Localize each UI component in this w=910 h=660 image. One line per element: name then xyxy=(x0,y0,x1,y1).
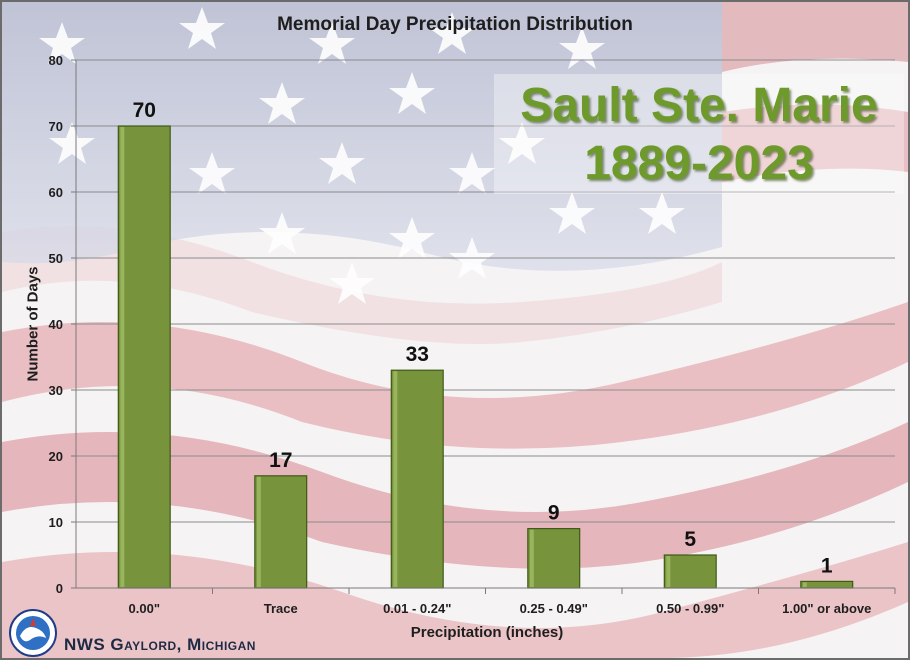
bar-value-label: 9 xyxy=(548,502,560,525)
y-axis-label: Number of Days xyxy=(24,266,42,382)
bars: 70 17 33 9 5 1 xyxy=(117,99,854,589)
bar-highlight xyxy=(802,582,807,587)
gridlines xyxy=(76,59,895,589)
x-tick-label: 1.00" or above xyxy=(782,601,871,616)
bar xyxy=(390,369,444,589)
x-tick-label: 0.00" xyxy=(129,601,160,616)
y-tick-label: 0 xyxy=(56,581,63,596)
y-tick-label: 10 xyxy=(49,515,63,530)
y-tick-label: 30 xyxy=(49,383,63,398)
y-tick-label: 70 xyxy=(49,119,63,134)
y-tick-label: 20 xyxy=(49,449,63,464)
bar-value-label: 70 xyxy=(133,99,156,122)
bar-highlight xyxy=(120,127,125,587)
nws-logo-icon xyxy=(9,609,57,657)
bar xyxy=(663,554,717,589)
y-tick-label: 50 xyxy=(49,251,63,266)
station-years: 1889-2023 xyxy=(584,137,814,190)
flag-stars xyxy=(39,7,685,304)
x-tick-label: 0.50 - 0.99" xyxy=(656,601,724,616)
bar xyxy=(800,580,854,589)
bar-highlight xyxy=(256,476,261,587)
bar-value-label: 17 xyxy=(269,449,292,472)
bar-highlight xyxy=(666,556,671,587)
bar-value-label: 33 xyxy=(406,343,429,366)
station-panel xyxy=(494,74,904,194)
bar-highlight xyxy=(529,529,534,587)
bar-value-label: 5 xyxy=(684,528,696,551)
x-tick-label: 0.01 - 0.24" xyxy=(383,601,451,616)
x-tick-label: 0.25 - 0.49" xyxy=(520,601,588,616)
y-tick-label: 40 xyxy=(49,317,63,332)
y-tick-label: 60 xyxy=(49,185,63,200)
x-axis-ticks: 0.00" Trace 0.01 - 0.24" 0.25 - 0.49" 0.50 -… xyxy=(129,588,896,616)
bar xyxy=(254,475,308,589)
x-tick-label: Trace xyxy=(264,601,298,616)
y-tick-label: 80 xyxy=(49,53,63,68)
credit-text: NWS Gaylord, Michigan xyxy=(64,635,256,654)
y-axis-ticks: 0 10 20 30 40 50 60 70 80 xyxy=(49,53,76,596)
bar-value-label: 1 xyxy=(821,554,833,577)
chart-title: Memorial Day Precipitation Distribution xyxy=(277,14,633,35)
station-name: Sault Ste. Marie xyxy=(520,79,878,132)
x-axis-label: Precipitation (inches) xyxy=(410,624,564,641)
bar xyxy=(527,527,581,589)
bar xyxy=(117,125,171,589)
bar-highlight xyxy=(393,371,398,587)
